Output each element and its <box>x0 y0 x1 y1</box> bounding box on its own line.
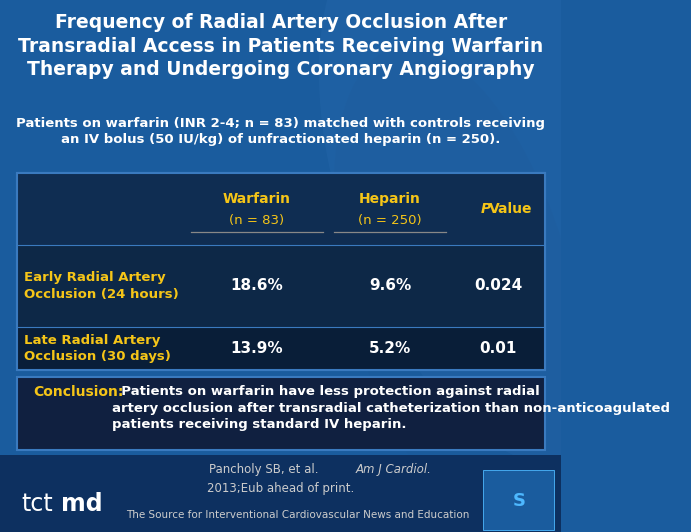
Ellipse shape <box>319 0 669 468</box>
Text: md: md <box>61 492 102 517</box>
Text: Am J Cardiol.: Am J Cardiol. <box>355 463 431 476</box>
Text: 18.6%: 18.6% <box>231 278 283 294</box>
Text: 5.2%: 5.2% <box>369 341 411 356</box>
Text: 0.01: 0.01 <box>480 341 517 356</box>
Text: 13.9%: 13.9% <box>231 341 283 356</box>
FancyBboxPatch shape <box>17 377 545 450</box>
Text: Heparin: Heparin <box>359 192 421 206</box>
FancyBboxPatch shape <box>17 173 545 245</box>
Text: Warfarin: Warfarin <box>223 192 291 206</box>
Text: Patients on warfarin (INR 2-4; n = 83) matched with controls receiving
an IV bol: Patients on warfarin (INR 2-4; n = 83) m… <box>16 117 545 146</box>
FancyBboxPatch shape <box>17 245 545 327</box>
Text: (n = 83): (n = 83) <box>229 214 285 227</box>
Text: Late Radial Artery
Occlusion (30 days): Late Radial Artery Occlusion (30 days) <box>23 334 171 363</box>
Text: 0.024: 0.024 <box>474 278 522 294</box>
Text: tct: tct <box>21 492 53 517</box>
Text: 9.6%: 9.6% <box>369 278 411 294</box>
FancyBboxPatch shape <box>17 327 545 370</box>
Text: Value: Value <box>489 202 532 216</box>
Text: (n = 250): (n = 250) <box>359 214 422 227</box>
Text: S: S <box>512 492 525 510</box>
Text: Early Radial Artery
Occlusion (24 hours): Early Radial Artery Occlusion (24 hours) <box>23 271 178 301</box>
Text: Conclusion:: Conclusion: <box>34 385 124 399</box>
FancyBboxPatch shape <box>0 455 561 532</box>
Text: Patients on warfarin have less protection against radial
artery occlusion after : Patients on warfarin have less protectio… <box>112 385 670 431</box>
FancyBboxPatch shape <box>484 470 554 530</box>
FancyBboxPatch shape <box>17 173 545 370</box>
Text: 2013;Eub ahead of print.: 2013;Eub ahead of print. <box>207 482 354 495</box>
Text: The Source for Interventional Cardiovascular News and Education: The Source for Interventional Cardiovasc… <box>126 510 470 520</box>
Text: Frequency of Radial Artery Occlusion After
Transradial Access in Patients Receiv: Frequency of Radial Artery Occlusion Aft… <box>18 13 543 79</box>
Text: Pancholy SB, et al.: Pancholy SB, et al. <box>209 463 322 476</box>
Text: P: P <box>481 202 491 216</box>
Ellipse shape <box>334 46 587 532</box>
